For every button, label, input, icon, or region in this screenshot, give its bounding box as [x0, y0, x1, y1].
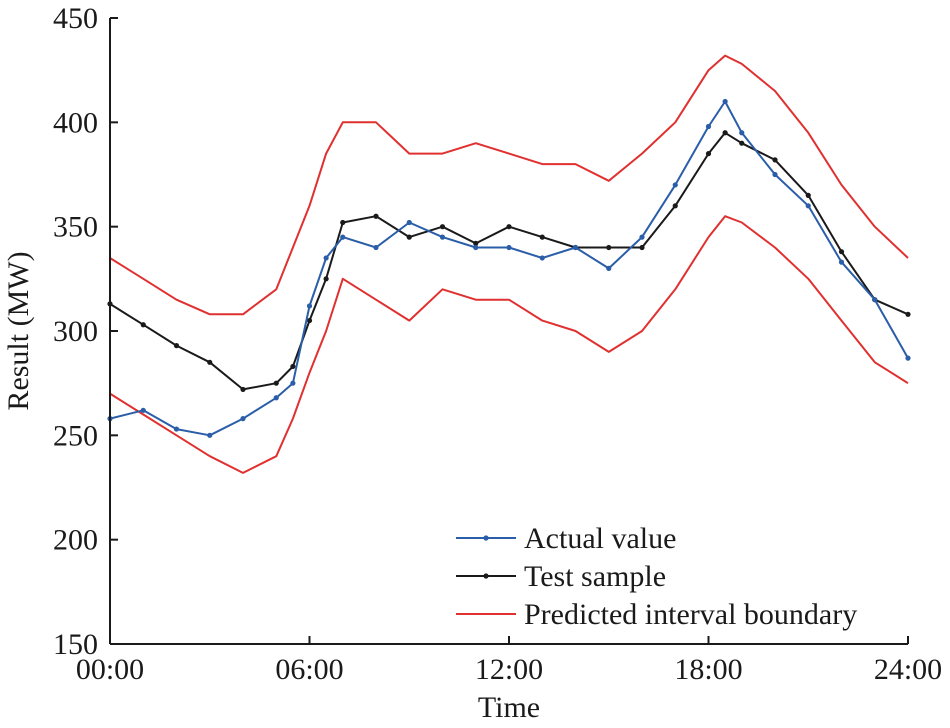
y-tick-label: 400	[53, 106, 98, 139]
data-point	[140, 407, 146, 413]
x-axis-title: Time	[478, 691, 540, 724]
data-point	[373, 213, 379, 219]
legend-label: Predicted interval boundary	[524, 598, 857, 631]
data-point	[872, 297, 878, 303]
legend-marker	[483, 573, 489, 579]
data-point	[772, 157, 778, 163]
data-point	[473, 240, 479, 246]
data-point	[207, 359, 213, 365]
y-tick-label: 350	[53, 211, 98, 244]
data-point	[506, 244, 512, 251]
y-tick-label: 150	[53, 628, 98, 661]
data-point	[406, 234, 412, 240]
x-tick-label: 00:00	[76, 653, 144, 686]
y-tick-label: 300	[53, 315, 98, 348]
legend-label: Test sample	[524, 560, 666, 593]
data-point	[439, 234, 446, 240]
data-point	[207, 432, 213, 438]
data-point	[506, 224, 512, 230]
data-point	[739, 140, 745, 146]
data-point	[705, 151, 712, 157]
data-point	[639, 234, 645, 240]
y-tick-label: 450	[53, 2, 98, 35]
data-point	[606, 244, 612, 251]
legend: Actual value Test sample Predicted interva…	[456, 522, 857, 631]
data-point	[290, 380, 296, 386]
data-point	[772, 171, 778, 178]
data-point	[572, 244, 579, 251]
data-point	[273, 395, 279, 401]
axes	[109, 18, 908, 645]
y-tick-label: 250	[53, 419, 98, 452]
x-tick-label: 06:00	[275, 653, 343, 686]
series-line	[109, 100, 909, 437]
data-point	[273, 380, 279, 386]
data-point	[606, 265, 612, 271]
data-point	[323, 255, 329, 261]
data-point	[373, 244, 379, 251]
data-point	[838, 259, 845, 265]
data-point	[306, 317, 313, 324]
data-point	[722, 130, 728, 136]
data-point	[340, 219, 346, 226]
data-point	[340, 234, 346, 240]
data-point	[539, 255, 545, 261]
data-point	[539, 234, 545, 240]
series-line	[109, 131, 909, 391]
data-point	[306, 303, 313, 309]
data-point	[722, 98, 728, 105]
data-point	[805, 192, 811, 198]
series-line	[109, 54, 909, 316]
data-point	[672, 203, 678, 209]
data-point	[838, 249, 845, 255]
data-point	[805, 203, 811, 209]
legend-marker	[483, 535, 489, 541]
plot-area	[107, 54, 911, 474]
data-point	[672, 182, 678, 188]
data-point	[439, 224, 446, 230]
data-point	[705, 123, 712, 130]
y-tick-label: 200	[53, 524, 98, 557]
y-axis-title: Result (MW)	[2, 251, 35, 410]
data-point	[173, 426, 180, 432]
legend-label: Actual value	[524, 522, 676, 555]
ticks: 00:00 06:00 12:00 18:00 24:00 150 200 250 300 350…	[53, 2, 942, 686]
data-point	[739, 130, 745, 136]
data-point	[905, 355, 911, 361]
data-point	[173, 343, 180, 349]
x-tick-label: 24:00	[874, 653, 942, 686]
data-point	[905, 311, 911, 317]
data-point	[323, 276, 329, 282]
series-line	[109, 215, 909, 474]
data-point	[406, 219, 412, 226]
data-point	[240, 416, 246, 422]
data-point	[639, 244, 645, 251]
data-point	[240, 386, 246, 393]
data-point	[140, 322, 146, 328]
data-point	[473, 244, 479, 251]
data-point	[290, 363, 296, 370]
x-tick-label: 12:00	[475, 653, 543, 686]
x-tick-label: 18:00	[674, 653, 742, 686]
